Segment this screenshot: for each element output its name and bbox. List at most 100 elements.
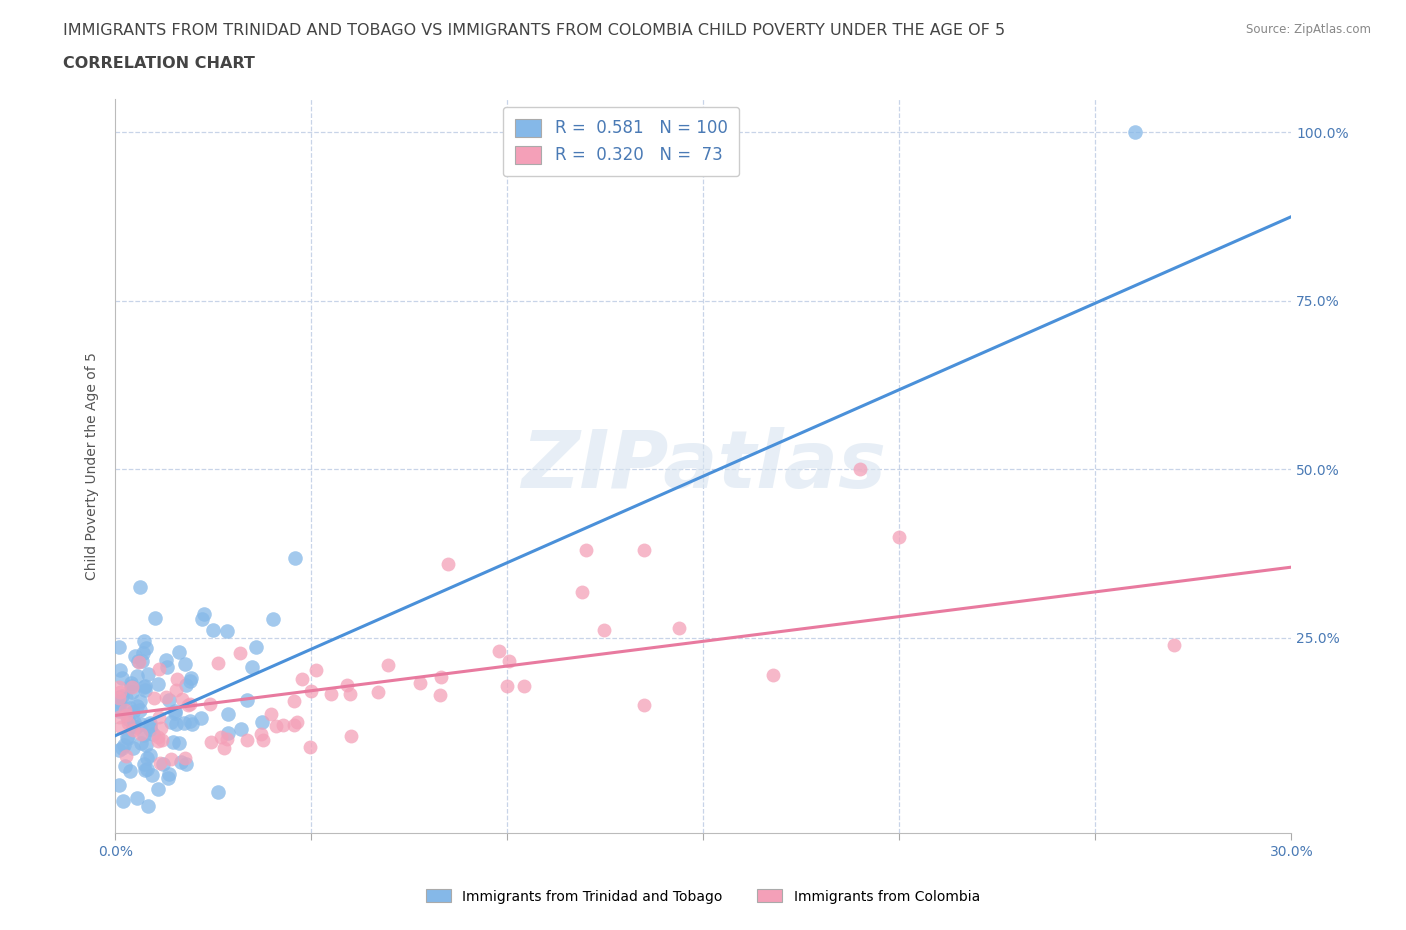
Point [108,695,131,710]
Point [162,735,184,750]
Point [249,726,271,741]
Point [146,729,169,744]
Point [128,655,150,670]
Point [231,722,253,737]
Point [132,756,155,771]
Point [283,694,305,709]
Point [209,729,232,744]
Point [575,543,598,558]
Point [125,719,148,734]
Point [148,661,170,676]
Point [118,764,141,779]
Point [129,702,152,717]
Point [592,622,614,637]
Point [283,717,305,732]
Point [108,703,131,718]
Point [488,644,510,658]
Point [229,645,252,660]
Point [139,748,162,763]
Point [207,656,229,671]
Point [111,740,134,755]
Point [180,671,202,685]
Point [127,698,149,713]
Point [217,706,239,721]
Point [262,612,284,627]
Point [136,667,159,682]
Point [129,694,152,709]
Point [139,722,162,737]
Point [117,711,139,726]
Point [108,663,131,678]
Point [633,543,655,558]
Point [115,730,138,745]
Point [114,749,136,764]
Point [409,676,432,691]
Point [135,762,157,777]
Point [285,714,308,729]
Point [193,607,215,622]
Point [111,689,134,704]
Point [271,718,294,733]
Point [114,758,136,773]
Point [131,736,153,751]
Point [127,654,149,669]
Point [121,704,143,719]
Point [236,693,259,708]
Point [152,757,174,772]
Point [134,678,156,693]
Point [114,702,136,717]
Point [121,684,143,699]
Point [108,742,131,757]
Point [512,679,534,694]
Point [125,668,148,683]
Point [377,658,399,672]
Point [179,697,201,711]
Point [169,754,191,769]
Point [139,715,162,730]
Point [240,659,263,674]
Text: CORRELATION CHART: CORRELATION CHART [63,56,254,71]
Point [299,739,322,754]
Point [571,584,593,599]
Point [115,708,138,723]
Point [122,719,145,734]
Point [150,721,173,736]
Point [150,733,173,748]
Point [143,611,166,626]
Point [167,644,190,659]
Point [148,710,170,724]
Point [889,529,911,544]
Point [157,771,180,786]
Point [176,678,198,693]
Point [762,668,785,683]
Point [172,691,194,706]
Point [120,700,142,715]
Point [132,645,155,660]
Point [136,799,159,814]
Y-axis label: Child Poverty Under the Age of 5: Child Poverty Under the Age of 5 [86,352,100,580]
Point [108,640,131,655]
Legend: Immigrants from Trinidad and Tobago, Immigrants from Colombia: Immigrants from Trinidad and Tobago, Imm… [420,884,986,910]
Point [177,698,200,712]
Point [299,684,322,698]
Point [336,677,359,692]
Point [1123,125,1146,140]
Point [134,680,156,695]
Point [129,726,152,741]
Point [111,671,134,685]
Point [173,751,195,765]
Point [284,551,307,565]
Point [139,718,162,733]
Point [122,723,145,737]
Point [146,733,169,748]
Point [215,623,238,638]
Legend: R =  0.581   N = 100, R =  0.320   N =  73: R = 0.581 N = 100, R = 0.320 N = 73 [503,107,740,176]
Point [134,633,156,648]
Point [1163,637,1185,652]
Point [108,777,131,792]
Point [340,728,363,743]
Point [191,612,214,627]
Point [132,728,155,743]
Point [121,740,143,755]
Point [498,654,520,669]
